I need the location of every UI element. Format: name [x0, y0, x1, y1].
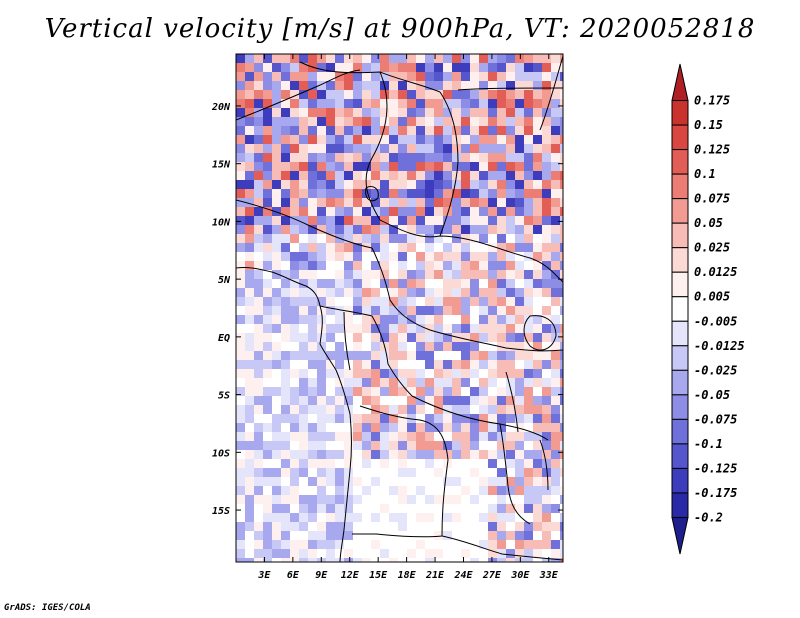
colorbar-top-arrow	[671, 63, 689, 102]
colorbar-segment	[671, 198, 689, 224]
colorbar-label: 0.15	[694, 118, 723, 132]
lon-label: 9E	[315, 570, 328, 581]
colorbar-segment	[671, 320, 689, 347]
border	[352, 459, 449, 538]
colorbar-segment	[671, 149, 689, 175]
colorbar-segment	[671, 100, 689, 126]
colorbar-label: -0.05	[694, 388, 730, 402]
colorbar-label: -0.0125	[694, 339, 745, 353]
colorbar-segment	[671, 296, 689, 322]
colorbar-segment	[671, 492, 689, 518]
lat-label: 10N	[212, 217, 231, 228]
lon-label: 24E	[453, 570, 473, 581]
colorbar-label: 0.075	[694, 192, 730, 206]
colorbar-label: 0.1	[694, 167, 716, 181]
colorbar-label: -0.175	[694, 486, 737, 500]
colorbar-label: -0.2	[694, 510, 723, 524]
lon-label: 18E	[398, 570, 417, 581]
colorbar-label: -0.1	[694, 437, 723, 451]
lon-label: 15E	[369, 570, 388, 581]
colorbar-label: 0.175	[694, 94, 730, 108]
east-africa-coastline	[539, 55, 563, 131]
lat-label: 10S	[212, 448, 230, 459]
colorbar-segment	[671, 418, 689, 445]
lake-tanganyika	[505, 371, 519, 433]
border	[299, 61, 441, 93]
lat-label: 15S	[212, 506, 230, 517]
lake-chad	[365, 185, 379, 202]
colorbar-segment	[671, 369, 689, 396]
colorbar-label: -0.005	[694, 314, 737, 328]
lat-label: 20N	[211, 102, 231, 113]
colorbar-label: -0.075	[694, 412, 737, 426]
colorbar-segment	[671, 443, 689, 469]
colorbar-label: 0.005	[694, 290, 730, 304]
colorbar-label: 0.125	[694, 143, 730, 157]
lon-label: 33E	[539, 570, 559, 581]
border	[499, 423, 531, 525]
colorbar-label: -0.025	[694, 363, 737, 377]
colorbar-label: 0.05	[694, 216, 723, 230]
colorbar-segment	[671, 345, 689, 371]
border	[411, 395, 549, 441]
lon-label: 3E	[257, 570, 271, 581]
velocity-field	[236, 54, 563, 562]
lat-label: 5S	[218, 391, 230, 402]
border	[371, 247, 563, 352]
border	[236, 199, 373, 249]
lon-label: 6E	[287, 570, 300, 581]
lon-label: 30E	[510, 570, 530, 581]
colorbar-segment	[671, 394, 689, 420]
border	[457, 87, 563, 91]
chart-title: Vertical velocity [m/s] at 900hPa, VT: 2…	[44, 14, 756, 44]
grads-credit: GrADS: IGES/COLA	[4, 603, 91, 613]
lon-label: 27E	[482, 570, 502, 581]
colorbar-segment	[671, 173, 689, 200]
border	[319, 305, 413, 397]
west-africa-coastline	[236, 267, 352, 562]
border	[441, 535, 563, 561]
lat-label: EQ	[218, 333, 230, 344]
colorbar-label: 0.025	[694, 241, 730, 255]
colorbar-bottom-arrow	[671, 516, 689, 555]
longitude-axis: 3E 6E 9E 12E 15E 18E 21E 24E 27E 30E 33E	[257, 54, 559, 581]
colorbar-segment	[671, 222, 689, 249]
lat-label: 5N	[218, 275, 231, 286]
lat-label: 15N	[212, 160, 231, 171]
colorbar-label: -0.125	[694, 461, 737, 475]
colorbar: 0.175 0.15 0.125 0.1 0.075 0.05 0.025 0.0125 0.0…	[671, 63, 745, 555]
lake-malawi	[539, 439, 549, 491]
lon-label: 21E	[425, 570, 445, 581]
border	[343, 311, 351, 371]
colorbar-segment	[671, 271, 689, 298]
border	[439, 91, 459, 237]
border	[359, 405, 449, 461]
coastlines-borders	[236, 55, 563, 562]
colorbar-segment	[671, 124, 689, 151]
border	[236, 69, 361, 121]
lon-label: 12E	[341, 570, 360, 581]
map-frame	[235, 53, 564, 563]
colorbar-segment	[671, 467, 689, 494]
border	[379, 219, 563, 283]
lake-victoria	[523, 315, 557, 351]
latitude-axis: 20N 15N 10N 5N EQ 5S 10S 15S	[211, 102, 563, 517]
colorbar-segment	[671, 247, 689, 273]
colorbar-label: 0.0125	[694, 265, 737, 279]
